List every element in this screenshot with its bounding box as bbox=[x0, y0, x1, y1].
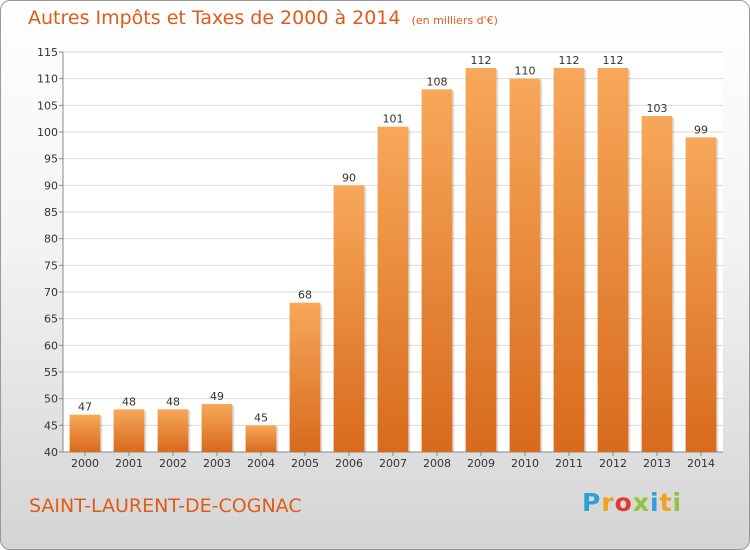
x-tick-label: 2010 bbox=[511, 457, 539, 470]
y-tick-label: 90 bbox=[44, 179, 58, 192]
bar bbox=[641, 116, 673, 452]
x-tick-label: 2005 bbox=[291, 457, 319, 470]
y-tick-label: 65 bbox=[44, 313, 58, 326]
y-tick-label: 105 bbox=[37, 99, 58, 112]
y-tick-label: 75 bbox=[44, 259, 58, 272]
bar-value-label: 90 bbox=[342, 171, 356, 184]
bar-value-label: 48 bbox=[122, 395, 136, 408]
bar-value-label: 112 bbox=[603, 54, 624, 67]
bar bbox=[685, 137, 717, 453]
bar bbox=[597, 68, 629, 452]
bar bbox=[69, 414, 101, 452]
x-tick-label: 2011 bbox=[555, 457, 583, 470]
bar-value-label: 108 bbox=[427, 75, 448, 88]
bar bbox=[553, 68, 585, 452]
bar bbox=[465, 68, 497, 452]
bar-value-label: 99 bbox=[694, 123, 708, 136]
x-tick-label: 2000 bbox=[71, 457, 99, 470]
bar-value-label: 112 bbox=[471, 54, 492, 67]
y-tick-label: 110 bbox=[37, 73, 58, 86]
bar-value-label: 48 bbox=[166, 395, 180, 408]
logo-letter: i bbox=[672, 488, 683, 517]
x-tick-label: 2008 bbox=[423, 457, 451, 470]
bar-value-label: 103 bbox=[647, 102, 668, 115]
x-tick-label: 2013 bbox=[643, 457, 671, 470]
bar bbox=[333, 185, 365, 453]
title-block: Autres Impôts et Taxes de 2000 à 2014 (e… bbox=[28, 7, 498, 29]
y-tick-label: 70 bbox=[44, 286, 58, 299]
bar bbox=[113, 409, 145, 452]
y-tick-label: 60 bbox=[44, 339, 58, 352]
y-tick-label: 100 bbox=[37, 126, 58, 139]
bar-value-label: 110 bbox=[515, 65, 536, 78]
commune-name: SAINT-LAURENT-DE-COGNAC bbox=[29, 495, 302, 517]
chart-title: Autres Impôts et Taxes de 2000 à 2014 bbox=[28, 7, 401, 29]
chart-subtitle: (en milliers d'€) bbox=[411, 14, 498, 27]
bar bbox=[201, 404, 233, 452]
x-tick-label: 2012 bbox=[599, 457, 627, 470]
y-tick-label: 50 bbox=[44, 393, 58, 406]
bar bbox=[157, 409, 189, 452]
logo-letter: P bbox=[582, 488, 602, 517]
bar bbox=[245, 425, 277, 452]
y-tick-label: 95 bbox=[44, 153, 58, 166]
x-tick-label: 2003 bbox=[203, 457, 231, 470]
x-tick-label: 2007 bbox=[379, 457, 407, 470]
bar bbox=[289, 302, 321, 452]
y-tick-label: 45 bbox=[44, 419, 58, 432]
bar-value-label: 101 bbox=[383, 113, 404, 126]
logo-letter: t bbox=[659, 488, 673, 517]
proxiti-logo: Proxiti bbox=[582, 488, 682, 517]
y-tick-label: 80 bbox=[44, 233, 58, 246]
y-tick-label: 115 bbox=[37, 46, 58, 59]
bar bbox=[377, 126, 409, 453]
bar-value-label: 45 bbox=[254, 411, 268, 424]
y-tick-label: 40 bbox=[44, 446, 58, 459]
bar bbox=[421, 89, 453, 452]
bar-value-label: 112 bbox=[559, 54, 580, 67]
x-tick-label: 2002 bbox=[159, 457, 187, 470]
x-tick-label: 2004 bbox=[247, 457, 275, 470]
y-tick-label: 55 bbox=[44, 366, 58, 379]
logo-letter: i bbox=[650, 488, 660, 517]
logo-letter: x bbox=[632, 488, 650, 517]
bar-value-label: 47 bbox=[78, 401, 92, 414]
bar-value-label: 49 bbox=[210, 390, 224, 403]
bar bbox=[509, 78, 541, 453]
y-tick-label: 85 bbox=[44, 206, 58, 219]
x-tick-label: 2014 bbox=[687, 457, 715, 470]
x-tick-label: 2006 bbox=[335, 457, 363, 470]
x-tick-label: 2001 bbox=[115, 457, 143, 470]
logo-letter: o bbox=[614, 488, 633, 517]
bar-value-label: 68 bbox=[298, 289, 312, 302]
logo-letter: r bbox=[601, 488, 615, 517]
x-tick-label: 2009 bbox=[467, 457, 495, 470]
